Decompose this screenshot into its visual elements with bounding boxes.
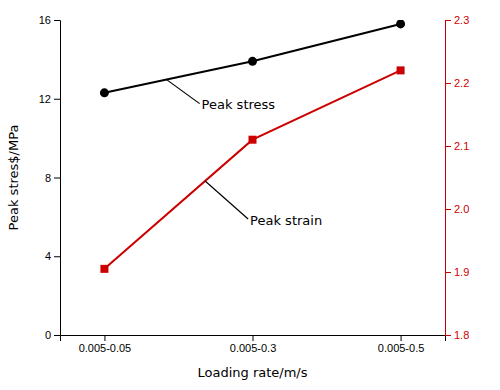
x-axis: 0.005-0.05 0.005-0.3 0.005-0.5 [61, 335, 446, 354]
tick: 0.005-0.3 [230, 335, 276, 354]
tick-label: 4 [45, 250, 51, 262]
y-axis: 0 4 8 12 16 [39, 14, 61, 341]
tick-label: 16 [39, 14, 51, 26]
tick: 8 [45, 172, 60, 184]
axis-line [61, 336, 446, 342]
tick-mark [445, 335, 451, 336]
tick: 1.8 [445, 329, 469, 341]
tick-label: 2.2 [454, 77, 469, 89]
tick-label: 1.9 [454, 266, 469, 278]
tick-mark [54, 178, 60, 179]
tick-mark [104, 335, 105, 341]
tick: 2.3 [445, 14, 469, 26]
marker [248, 57, 257, 66]
marks [100, 20, 405, 273]
line [104, 70, 400, 268]
chart: 0.005-0.050.005-0.30.005-0.504812161.81.… [0, 0, 500, 390]
tick: 2.2 [445, 77, 469, 89]
tick-label: 8 [45, 172, 51, 184]
annotations: Peak stress Peak strain [167, 80, 323, 228]
y-axis-title: Peak stres$/MPa [6, 125, 21, 231]
tick-label: 2.3 [454, 14, 469, 26]
tick-mark [253, 335, 254, 341]
tick-label: 12 [39, 93, 51, 105]
tick-mark [445, 272, 451, 273]
marker [100, 265, 108, 273]
series-label: Peak stress [202, 97, 276, 112]
tick: 2.0 [445, 203, 469, 215]
tick-label: 0 [45, 329, 51, 341]
tick-label: 0.005-0.3 [230, 342, 276, 354]
tick-mark [54, 256, 60, 257]
tick-mark [54, 99, 60, 100]
tick-label: 2.0 [454, 203, 469, 215]
marker [100, 88, 109, 97]
tick-label: 0.005-0.05 [79, 342, 132, 354]
marker [397, 66, 405, 74]
tick-mark [54, 335, 60, 336]
series [100, 20, 405, 97]
tick-label: 0.005-0.5 [378, 342, 424, 354]
plot: 0.005-0.050.005-0.30.005-0.504812161.81.… [6, 14, 469, 380]
tick-mark [445, 20, 451, 21]
line [104, 24, 400, 93]
tick-mark [445, 209, 451, 210]
tick: 12 [39, 93, 60, 105]
series-label: Peak strain [250, 213, 322, 228]
tick: 16 [39, 14, 60, 26]
tick-mark [445, 83, 451, 84]
tick-mark [445, 146, 451, 147]
tick-mark [54, 20, 60, 21]
tick: 2.1 [445, 140, 469, 152]
axis-line [446, 21, 452, 336]
axis-line [54, 21, 61, 336]
tick-mark [401, 335, 402, 341]
tick: 1.9 [445, 266, 469, 278]
y2-axis: 1.8 1.9 2.0 2.1 2.2 2.3 [445, 14, 469, 341]
tick: 0.005-0.5 [378, 335, 424, 354]
tick: 0.005-0.05 [79, 335, 132, 354]
tick-label: 1.8 [454, 329, 469, 341]
marker [249, 136, 257, 144]
annotation-line [205, 181, 248, 219]
tick: 4 [45, 250, 60, 262]
x-axis-title: Loading rate/m/s [197, 365, 307, 380]
tick: 0 [45, 329, 60, 341]
tick-label: 2.1 [454, 140, 469, 152]
series [100, 66, 404, 272]
marker [396, 20, 405, 28]
annotation-line [167, 80, 200, 104]
